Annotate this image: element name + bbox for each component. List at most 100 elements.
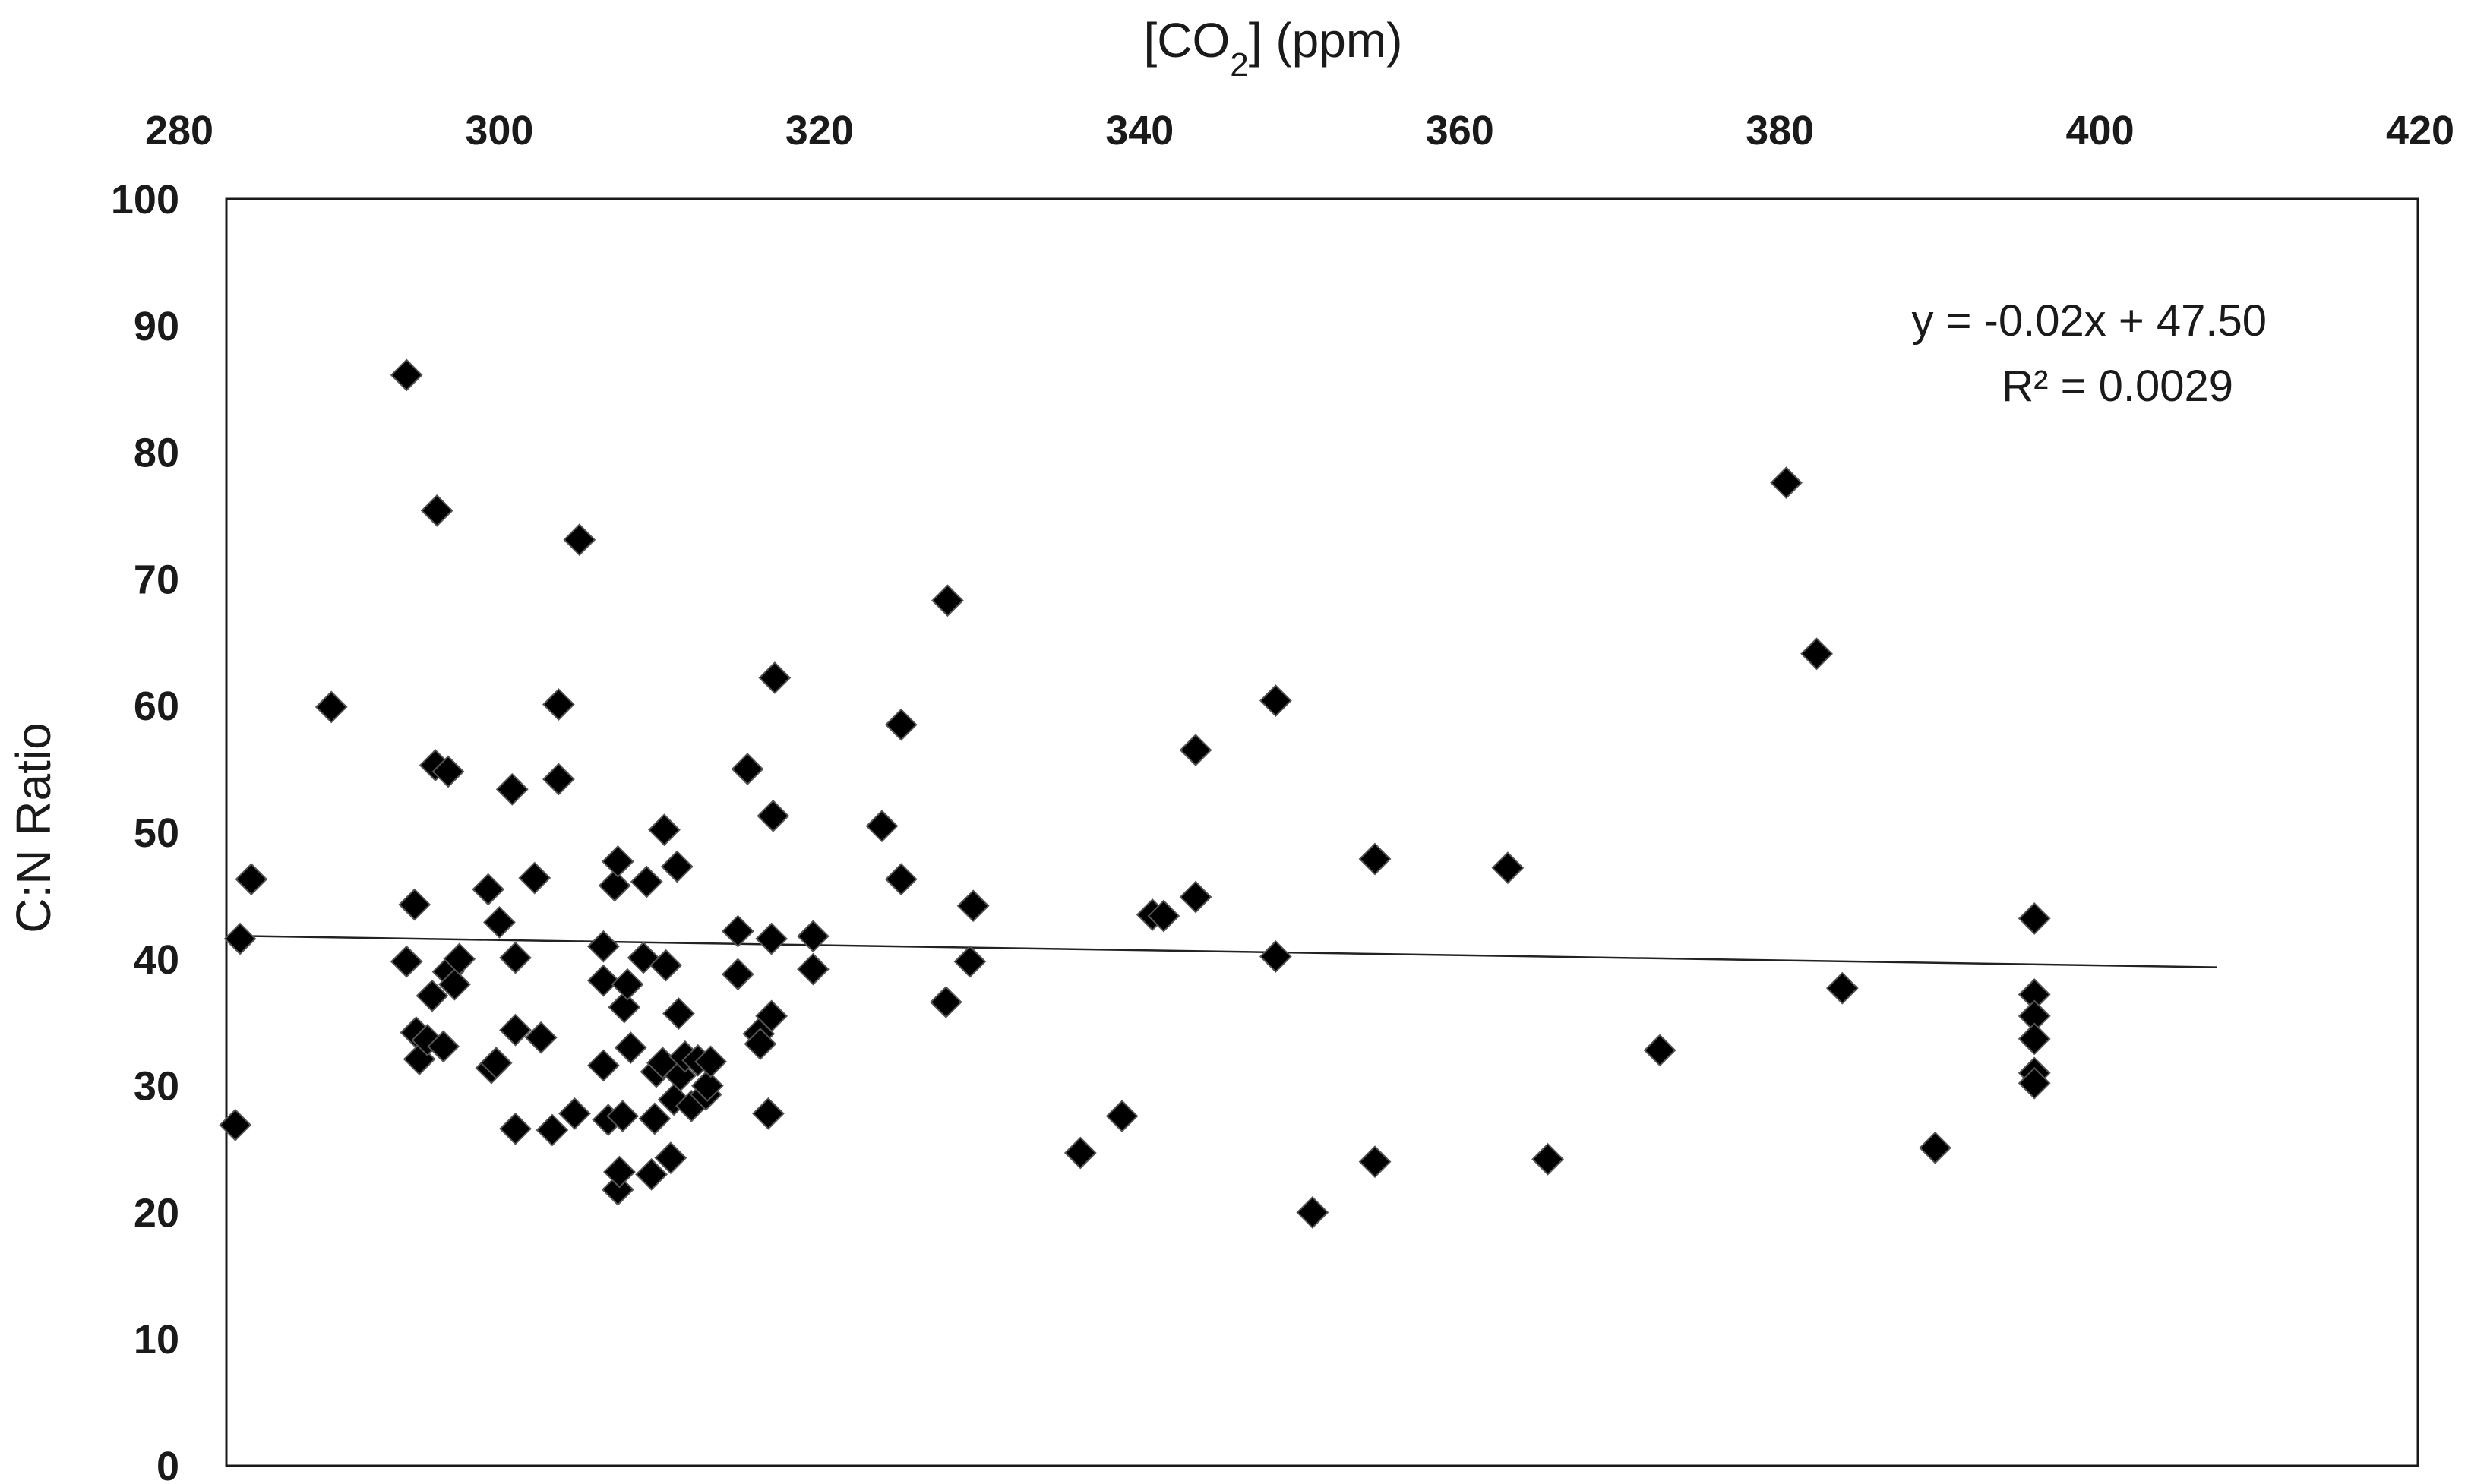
y-tick-label: 30 [134,1064,179,1110]
data-point [731,753,764,786]
data-point [558,1097,591,1130]
x-tick-label: 320 [785,108,854,153]
plot-area [225,197,2419,1467]
data-point [603,1155,636,1189]
data-point [694,1045,727,1078]
data-point [744,1028,777,1060]
data-point [611,968,644,1001]
data-point [1825,971,1859,1005]
data-point [499,941,532,974]
data-point [420,494,453,527]
x-tick-label: 420 [2386,108,2454,153]
data-point [755,922,788,955]
data-point [721,958,754,991]
data-point [1643,1034,1676,1067]
y-tick-label: 0 [156,1444,179,1484]
data-point [524,1021,558,1054]
data-point [518,861,551,895]
data-point [1358,842,1392,876]
data-point [1179,880,1212,914]
data-point [648,813,681,847]
y-tick-label: 10 [134,1317,179,1362]
data-point [757,799,790,832]
data-point [721,914,754,948]
data-point [649,949,682,982]
data-point [929,986,962,1018]
data-point [797,952,830,986]
y-tick-labels: 0 10 20 30 40 50 60 70 80 90 100 [111,177,179,1484]
data-point [758,661,792,694]
data-point [542,688,575,721]
y-tick-label: 40 [134,937,179,983]
data-point [586,964,620,997]
data-point [865,810,899,843]
y-tick-label: 50 [134,810,179,856]
data-point [223,922,257,955]
data-point [438,968,471,1001]
data-point [630,865,663,898]
data-point [1800,637,1834,671]
x-tick-label: 300 [465,108,533,153]
data-point [608,990,641,1024]
data-point [662,997,695,1030]
data-point [586,1049,620,1082]
data-point [953,945,987,978]
trendline-r-squared: R² = 0.0029 [2002,362,2233,411]
data-point [398,888,431,921]
data-point [601,845,634,878]
data-point [2018,902,2051,935]
data-point [956,889,990,923]
trendline-group [235,935,2217,968]
data-point [1296,1195,1329,1229]
x-tick-label: 400 [2066,108,2135,153]
x-tick-label: 340 [1105,108,1174,153]
data-point [235,863,268,896]
data-point [472,873,505,906]
data-point [1358,1145,1392,1179]
data-point [614,1031,647,1064]
data-point [931,584,964,617]
data-point [606,1100,640,1133]
x-tick-labels: 280 300 320 340 360 380 400 420 [145,108,2454,153]
data-point [2018,1022,2051,1056]
data-point [635,1157,668,1191]
data-point [598,869,631,902]
y-tick-label: 70 [134,557,179,602]
x-axis-title-suffix: ] (ppm) [1249,13,1403,68]
data-point [431,755,465,788]
data-points [219,358,2051,1229]
data-point [1531,1142,1565,1176]
data-point [1919,1131,1951,1164]
data-point [427,1030,460,1063]
data-point [884,863,918,896]
data-point [884,708,918,741]
data-point [495,772,529,806]
data-point [1179,734,1212,766]
x-axis-title: [CO2] (ppm) [1144,13,1403,84]
y-tick-label: 60 [134,684,179,729]
data-point [443,942,476,976]
data-point [1105,1100,1139,1133]
x-axis-title-subscript: 2 [1230,46,1248,84]
data-point [797,920,830,953]
data-point [390,945,423,978]
data-point [390,358,423,392]
x-tick-label: 360 [1426,108,1494,153]
trendline-equation: y = -0.02x + 47.50 [1911,296,2267,346]
data-point [1147,899,1180,933]
x-tick-label: 280 [145,108,213,153]
data-point [563,523,596,557]
data-point [2018,1066,2051,1100]
data-point [1491,851,1525,885]
data-point [499,1112,532,1145]
data-point [755,999,788,1033]
data-point [536,1113,569,1147]
data-point [1063,1136,1097,1170]
data-point [1259,940,1292,973]
y-tick-label: 80 [134,431,179,476]
data-point [1259,684,1292,717]
data-point [219,1108,252,1141]
y-tick-label: 100 [111,177,179,223]
data-point [483,906,516,939]
